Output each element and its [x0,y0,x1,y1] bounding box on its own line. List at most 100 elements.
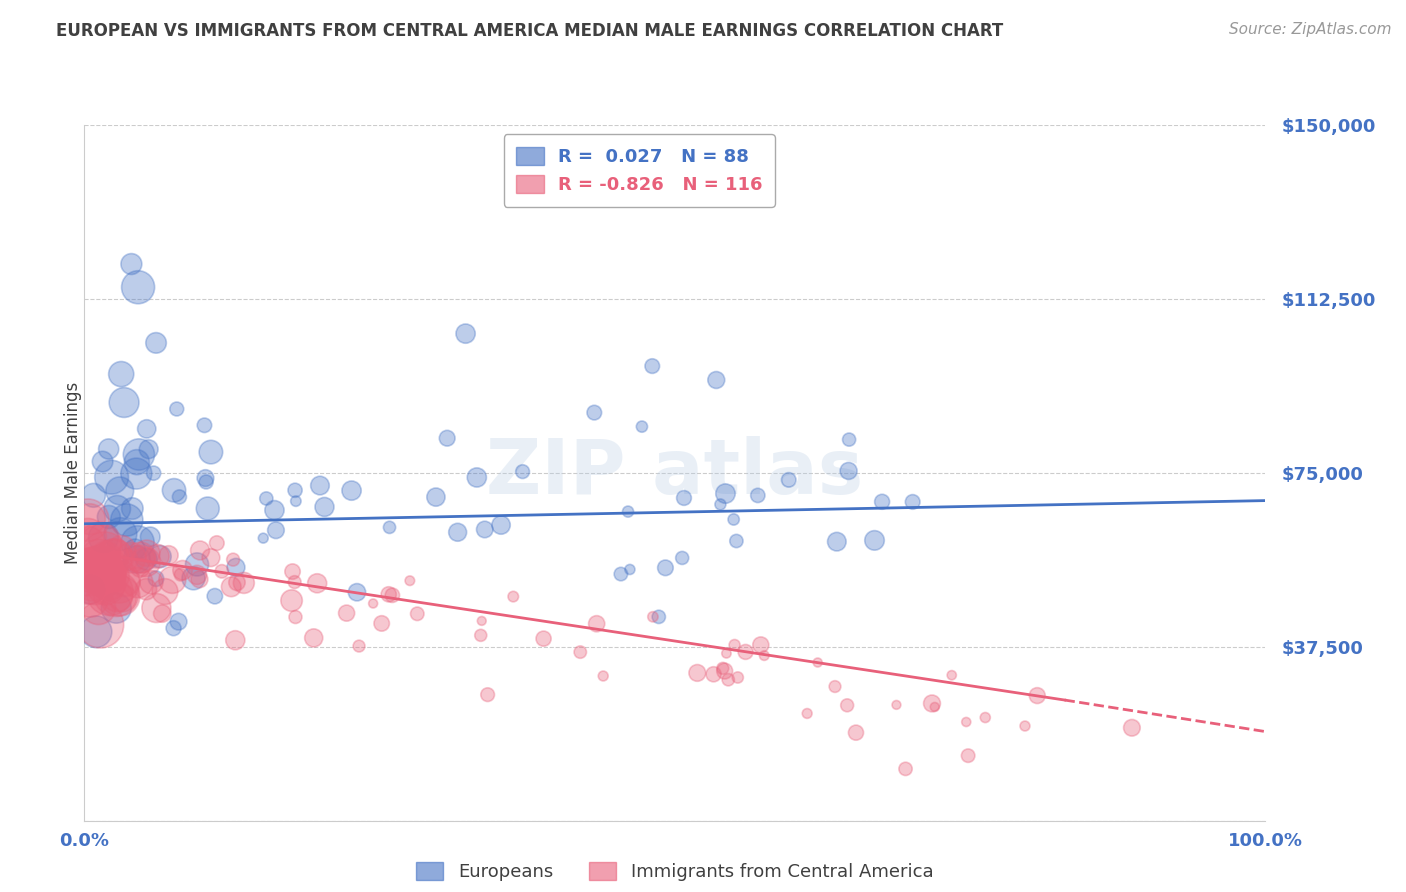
Point [222,552,245,566]
Point [901,495,924,509]
Point [734,645,756,659]
Point [127,535,149,549]
Point [89,538,111,552]
Point [381,588,404,602]
Point [166,402,188,417]
Point [91,454,114,468]
Point [837,698,859,713]
Point [172,563,194,577]
Point [533,632,555,646]
Point [100,470,122,484]
Point [93,567,115,582]
Point [749,638,772,652]
Point [197,501,219,516]
Point [129,560,152,574]
Point [77,563,100,577]
Point [163,483,186,498]
Point [145,572,167,586]
Point [87,550,110,565]
Point [107,574,129,589]
Point [82,563,104,577]
Point [654,561,676,575]
Point [87,600,110,615]
Point [77,536,100,550]
Legend: Europeans, Immigrants from Central America: Europeans, Immigrants from Central Ameri… [409,855,941,888]
Point [117,553,139,567]
Point [824,680,846,694]
Point [941,668,963,682]
Point [82,560,104,574]
Point [112,395,135,409]
Point [336,606,359,620]
Point [686,665,709,680]
Point [186,568,208,582]
Point [284,610,307,624]
Point [723,638,745,652]
Point [200,445,222,459]
Point [96,560,118,574]
Point [135,552,157,566]
Point [125,455,148,469]
Point [115,513,138,527]
Point [747,488,769,502]
Point [135,546,157,560]
Point [711,661,734,675]
Point [110,542,132,557]
Point [725,534,748,549]
Point [281,565,304,579]
Point [167,615,190,629]
Point [97,510,120,524]
Point [974,710,997,724]
Point [723,512,745,526]
Point [284,494,307,508]
Point [347,639,370,653]
Point [149,549,172,564]
Point [471,614,494,628]
Point [84,575,107,590]
Point [105,501,128,516]
Point [346,585,368,599]
Point [111,591,134,606]
Point [157,548,180,562]
Point [110,527,132,541]
Point [120,550,142,565]
Point [121,501,143,516]
Point [399,574,422,588]
Point [79,512,101,526]
Point [280,593,302,607]
Point [79,582,101,597]
Point [139,530,162,544]
Point [894,762,917,776]
Point [425,490,447,504]
Point [105,601,128,615]
Point [124,542,146,557]
Point [225,560,247,574]
Point [128,448,150,462]
Point [169,567,191,582]
Point [108,483,131,498]
Point [135,422,157,436]
Point [153,584,176,599]
Point [135,555,157,569]
Point [477,688,499,702]
Point [264,523,287,537]
Point [200,550,222,565]
Point [863,533,886,548]
Point [713,664,735,678]
Point [406,607,429,621]
Point [162,621,184,635]
Point [219,580,242,594]
Point [807,656,830,670]
Point [1121,721,1143,735]
Point [307,576,329,591]
Point [703,667,725,681]
Point [82,488,104,502]
Point [254,491,277,506]
Point [186,558,208,572]
Point [717,673,740,687]
Point [957,748,980,763]
Point [583,406,606,420]
Point [101,549,124,563]
Point [252,531,274,545]
Point [454,326,477,341]
